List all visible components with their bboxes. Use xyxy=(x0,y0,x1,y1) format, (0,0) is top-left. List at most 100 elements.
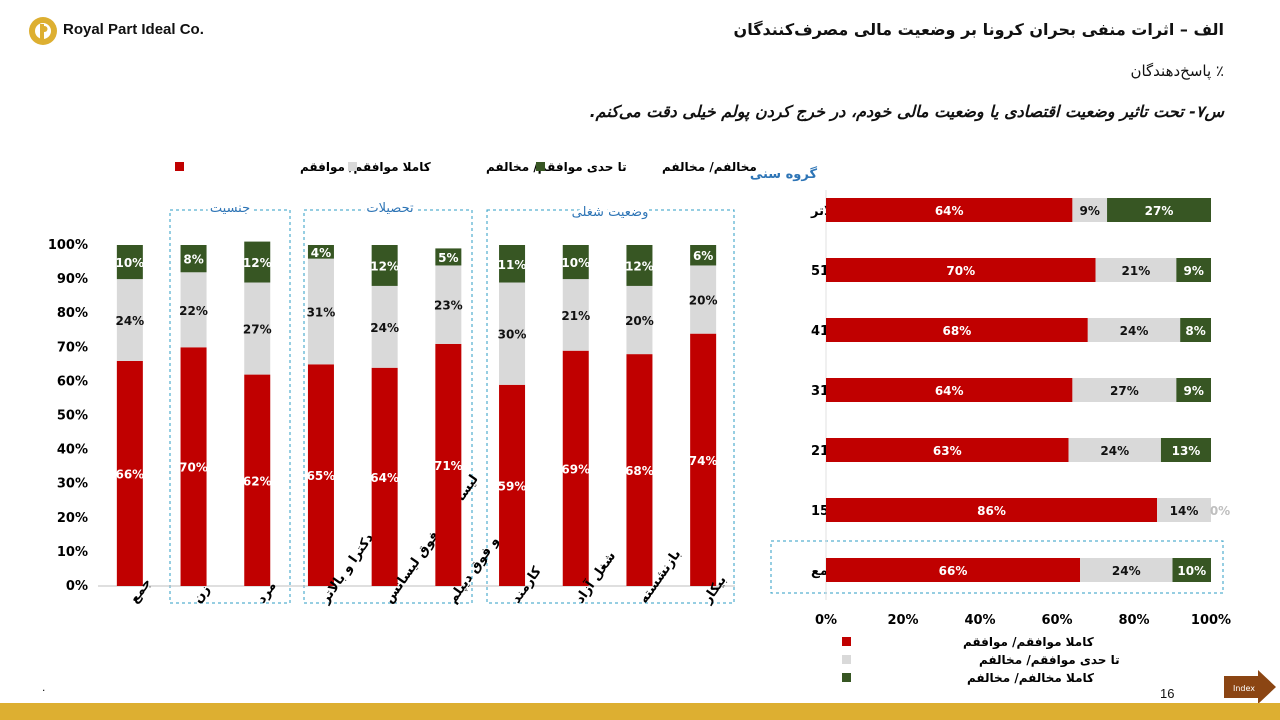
data-label: 22% xyxy=(179,304,208,318)
y-tick-label: 10% xyxy=(57,545,88,560)
data-label: 86% xyxy=(977,504,1006,518)
bar-segment-agree xyxy=(826,318,1088,342)
x-tick-label: 40% xyxy=(964,613,995,628)
group-box-gender xyxy=(169,209,291,604)
bar-segment-neutral xyxy=(371,285,398,368)
bar-segment-neutral xyxy=(116,279,143,361)
bar-segment-disagree xyxy=(435,248,462,266)
bar-segment-agree xyxy=(499,384,526,586)
bar-segment-neutral xyxy=(690,265,717,334)
data-label: 9% xyxy=(1080,204,1100,218)
data-label: 24% xyxy=(1100,444,1129,458)
footer-bar xyxy=(0,703,1280,720)
x-tick-label: 60% xyxy=(1041,613,1072,628)
index-button-label: Index xyxy=(1233,684,1255,693)
bar-segment-agree xyxy=(826,558,1081,582)
data-label: 30% xyxy=(498,328,527,342)
group-label-employment: وضعیت شغلی xyxy=(572,205,649,220)
page-subtitle: ٪ پاسخ‌دهندگان xyxy=(1130,62,1224,80)
bar-segment-agree xyxy=(626,354,653,586)
bar-segment-disagree xyxy=(1160,438,1211,462)
data-label: 62% xyxy=(243,474,272,488)
data-label: 64% xyxy=(370,471,399,485)
group-label-education: تحصیلات xyxy=(366,201,414,216)
bar-segment-neutral xyxy=(1087,318,1181,342)
bar-segment-neutral xyxy=(307,258,334,365)
bar-segment-agree xyxy=(826,198,1073,222)
bar-segment-agree xyxy=(690,333,717,586)
legend-swatch-agree xyxy=(175,162,184,171)
x-tick-label: 80% xyxy=(1118,613,1149,628)
legend-label-disagree: کاملا مخالفم/ مخالفم xyxy=(967,671,1094,685)
y-tick-label: 50% xyxy=(57,409,88,424)
data-label: 21% xyxy=(561,309,590,323)
bar-segment-disagree xyxy=(180,245,207,273)
legend-swatch-disagree xyxy=(536,162,545,171)
bar-segment-disagree xyxy=(307,245,334,259)
bar-segment-neutral xyxy=(1068,438,1161,462)
bar-segment-neutral xyxy=(435,265,462,344)
y-tick-label: 20% xyxy=(57,511,88,526)
y-tick-label: 70% xyxy=(57,340,88,355)
data-label: 10% xyxy=(115,256,144,270)
chart-legend-bottom: کاملا موافقم/ موافقم تا حدی موافقم/ مخال… xyxy=(842,635,1120,685)
page-number: 16 xyxy=(1160,686,1175,701)
legend-label-agree: کاملا موافقم/ موافقم xyxy=(963,635,1094,650)
bar-segment-disagree xyxy=(626,245,653,286)
data-label: 6% xyxy=(693,249,713,263)
data-label: 27% xyxy=(1110,384,1139,398)
legend-swatch-neutral xyxy=(348,162,357,171)
data-label: 12% xyxy=(243,256,272,270)
data-label: 20% xyxy=(625,314,654,328)
data-label: 4% xyxy=(311,246,331,260)
data-label: 70% xyxy=(179,461,208,475)
data-label: 10% xyxy=(561,256,590,270)
index-button[interactable]: Index xyxy=(1224,670,1276,704)
bar-segment-agree xyxy=(826,378,1073,402)
bar-segment-neutral xyxy=(562,279,589,351)
data-label: 68% xyxy=(625,464,654,478)
vertical-stacked-bar-chart: کاملا موافقم/ موافقم تا حدی موافقم/ مخال… xyxy=(48,160,760,607)
y-tick-label: 40% xyxy=(57,443,88,458)
group-box-education xyxy=(303,209,473,604)
data-label: 13% xyxy=(1172,444,1201,458)
data-label: 9% xyxy=(1183,264,1203,278)
data-label: 66% xyxy=(115,467,144,481)
bar-segment-agree xyxy=(180,347,207,586)
data-label: 24% xyxy=(1112,564,1141,578)
y-tick-label: 80% xyxy=(57,306,88,321)
group-label-gender: جنسیت xyxy=(210,201,250,216)
company-name: Royal Part Ideal Co. xyxy=(63,21,204,38)
data-label: 59% xyxy=(498,479,527,493)
legend-label-disagree: کاملا مخالفم/ مخالفم xyxy=(662,160,760,174)
group-box-employment xyxy=(486,209,735,604)
bar-segment-agree xyxy=(244,374,271,586)
bar-segment-neutral xyxy=(626,285,653,355)
legend-swatch-disagree xyxy=(842,673,851,682)
bar-segment-neutral xyxy=(1157,498,1211,522)
data-label: 71% xyxy=(434,459,463,473)
bar-segment-disagree xyxy=(690,245,717,266)
bar-segment-disagree xyxy=(1180,318,1211,342)
legend-label-agree: کاملا موافقم/ موافقم xyxy=(300,160,431,175)
company-logo xyxy=(29,17,57,45)
data-label: 14% xyxy=(1170,504,1199,518)
bar-segment-disagree xyxy=(244,241,271,283)
y-tick-label: 90% xyxy=(57,272,88,287)
bar-segment-agree xyxy=(826,498,1158,522)
data-label: 27% xyxy=(243,323,272,337)
data-label: 20% xyxy=(689,294,718,308)
bar-segment-neutral xyxy=(1072,198,1108,222)
data-label: 31% xyxy=(307,305,336,319)
bar-segment-disagree xyxy=(499,245,526,283)
bar-segment-agree xyxy=(562,350,589,586)
legend-swatch-neutral xyxy=(842,655,851,664)
chart-legend: کاملا موافقم/ موافقم تا حدی موافقم/ مخال… xyxy=(175,160,760,175)
y-tick-label: 60% xyxy=(57,374,88,389)
data-label: 70% xyxy=(946,264,975,278)
bar-segment-agree xyxy=(371,367,398,586)
data-label: 64% xyxy=(935,204,964,218)
data-label: 24% xyxy=(370,321,399,335)
data-label: 9% xyxy=(1183,384,1203,398)
bar-segment-disagree xyxy=(1172,558,1211,582)
